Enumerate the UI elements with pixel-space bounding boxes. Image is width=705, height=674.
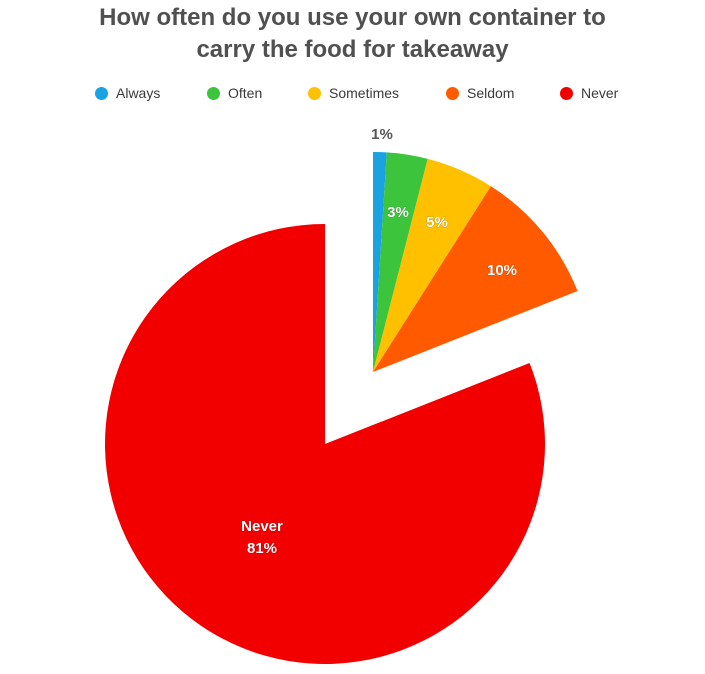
pie-slice-always bbox=[373, 152, 387, 372]
legend-label-never: Never bbox=[581, 85, 619, 101]
legend-swatch-sometimes bbox=[308, 86, 321, 100]
legend-item-sometimes: Sometimes bbox=[308, 83, 399, 103]
legend-label-sometimes: Sometimes bbox=[329, 85, 400, 101]
legend-swatch-always bbox=[95, 86, 108, 100]
data-label-sometimes: 5% bbox=[426, 214, 448, 231]
legend-swatch-never bbox=[560, 86, 573, 100]
legend-swatch-seldom bbox=[446, 86, 459, 100]
chart-title: How often do you use your own container … bbox=[20, 2, 685, 66]
data-label-often: 3% bbox=[387, 204, 409, 221]
pie-slice-often bbox=[373, 152, 428, 372]
legend-swatch-often bbox=[207, 86, 220, 100]
data-label-seldom: 10% bbox=[487, 262, 517, 279]
chart-title-line-2: carry the food for takeaway bbox=[196, 36, 509, 63]
legend-item-always: Always bbox=[95, 83, 160, 103]
data-label-never: Never 81% bbox=[241, 518, 283, 557]
legend-item-never: Never bbox=[560, 83, 618, 103]
pie-slice-sometimes bbox=[373, 158, 491, 372]
legend-label-always: Always bbox=[116, 85, 161, 101]
data-label-always: 1% bbox=[371, 126, 393, 143]
chart-title-line-1: How often do you use your own container … bbox=[99, 4, 606, 31]
chart-legend: Always Often Sometimes Seldom Never bbox=[0, 83, 705, 103]
pie-slice-seldom bbox=[373, 186, 578, 372]
pie-slice-never bbox=[105, 224, 546, 664]
legend-label-often: Often bbox=[228, 85, 263, 101]
legend-item-seldom: Seldom bbox=[446, 83, 514, 103]
legend-label-seldom: Seldom bbox=[467, 85, 515, 101]
legend-item-often: Often bbox=[207, 83, 262, 103]
